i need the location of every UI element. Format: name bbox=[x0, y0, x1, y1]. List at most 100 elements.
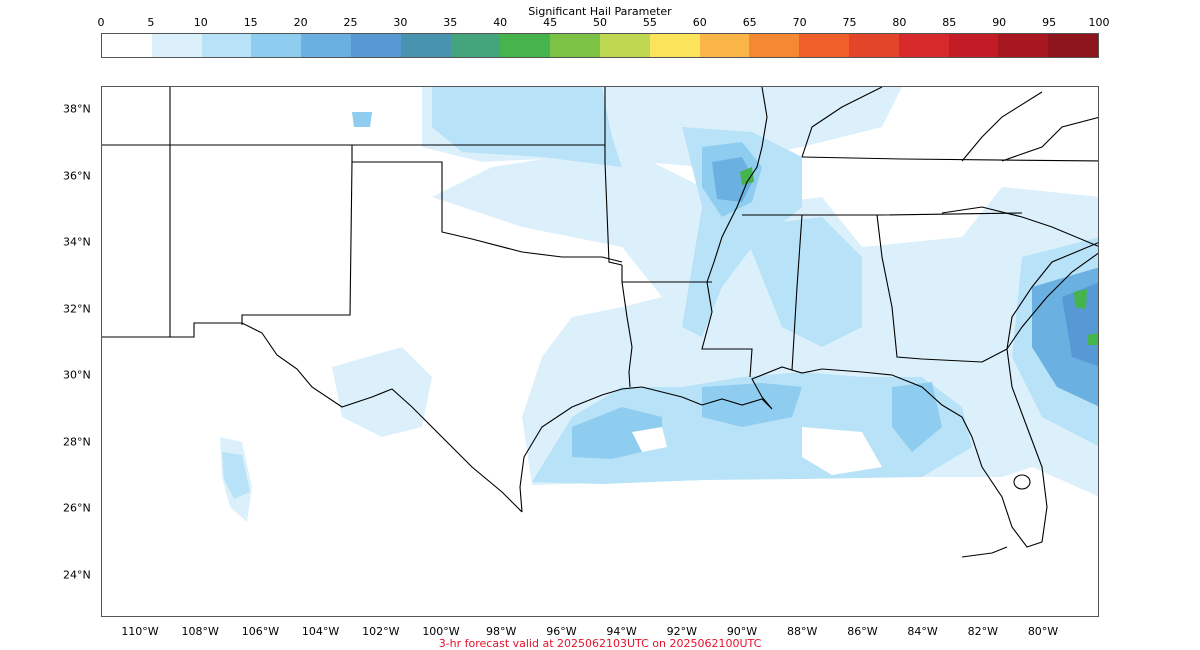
latitude-label: 32°N bbox=[63, 302, 91, 315]
colorbar bbox=[101, 33, 1099, 58]
latitude-label: 36°N bbox=[63, 169, 91, 182]
longitude-label: 86°W bbox=[847, 625, 878, 638]
boundary-sc-coast bbox=[1006, 252, 1098, 350]
colorbar-bin bbox=[1048, 34, 1098, 57]
latitude-label: 34°N bbox=[63, 235, 91, 249]
longitude-label: 80°W bbox=[1027, 625, 1059, 638]
colorbar-tick-label: 10 bbox=[193, 16, 208, 29]
field-green-memphis bbox=[740, 167, 754, 185]
boundary-ky-wv bbox=[961, 91, 1043, 162]
boundary-ga-sc bbox=[981, 242, 1098, 363]
colorbar-tick-label: 65 bbox=[742, 16, 757, 29]
field-darker-atlantic bbox=[1062, 282, 1098, 367]
field-mid-nm bbox=[352, 112, 372, 127]
colorbar-title: Significant Hail Parameter bbox=[528, 5, 672, 18]
colorbar-bin bbox=[301, 34, 351, 57]
field-medium-alabama bbox=[742, 217, 862, 347]
forecast-caption: 3-hr forecast valid at 2025062103UTC on … bbox=[438, 637, 762, 650]
colorbar-tick-label: 60 bbox=[692, 16, 707, 29]
colorbar-tick-labels: 0 5 10 15 20 25 30 35 40 45 50 55 60 65 70 75 80 85 90 95 10… bbox=[0, 16, 1200, 30]
colorbar-bin bbox=[749, 34, 800, 57]
hail-parameter-field bbox=[220, 87, 1098, 522]
colorbar-tick-label: 5 bbox=[147, 16, 155, 29]
longitude-label: 92°W bbox=[666, 625, 697, 638]
boundary-tn-south bbox=[742, 212, 1023, 216]
lake-okeechobee bbox=[1013, 474, 1031, 490]
colorbar-tick-label: 75 bbox=[842, 16, 857, 29]
colorbar-tick-label: 80 bbox=[892, 16, 907, 29]
coast-florida bbox=[821, 348, 1048, 548]
longitude-label: 82°W bbox=[967, 625, 998, 638]
boundary-ms-al bbox=[791, 214, 803, 371]
colorbar-tick-label: 45 bbox=[543, 16, 558, 29]
latitude-label: 26°N bbox=[63, 501, 91, 515]
longitude-label: 108°W bbox=[181, 625, 219, 638]
colorbar-tick-label: 100 bbox=[1088, 16, 1110, 29]
longitude-label: 84°W bbox=[907, 625, 938, 638]
colorbar-bin bbox=[848, 34, 899, 57]
longitude-label: 98°W bbox=[486, 625, 517, 638]
colorbar-bin bbox=[350, 34, 401, 57]
colorbar-bin bbox=[450, 34, 501, 57]
boundaries bbox=[102, 87, 1098, 558]
field-mid-louisiana-coast bbox=[702, 383, 802, 427]
colorbar-bin bbox=[201, 34, 252, 57]
colorbar-bin bbox=[898, 34, 949, 57]
colorbar-tick-label: 55 bbox=[642, 16, 657, 29]
colorbar-tick-label: 70 bbox=[792, 16, 807, 29]
colorbar-bin bbox=[699, 34, 750, 57]
field-medium-mexico bbox=[222, 452, 250, 499]
colorbar-tick-label: 30 bbox=[393, 16, 408, 29]
boundary-ok-ar bbox=[604, 87, 623, 266]
boundary-va-nc bbox=[1001, 116, 1098, 162]
colorbar-bin bbox=[998, 34, 1049, 57]
colorbar-bin bbox=[251, 34, 302, 57]
field-medium-northeast bbox=[432, 87, 622, 167]
boundary-nc-sc bbox=[941, 206, 1098, 247]
colorbar-bin bbox=[799, 34, 849, 57]
colorbar-tick-label: 0 bbox=[97, 16, 105, 29]
latitude-label: 38°N bbox=[63, 102, 91, 116]
colorbar-tick-label: 20 bbox=[293, 16, 308, 29]
longitude-label: 88°W bbox=[787, 625, 818, 638]
boundary-ky-north bbox=[801, 87, 883, 158]
colorbar-tick-label: 95 bbox=[1042, 16, 1057, 29]
boundary-us-mexico bbox=[102, 322, 523, 513]
field-mid-florida-bend bbox=[892, 382, 942, 452]
field-gap-texas-coast bbox=[632, 427, 667, 452]
field-green-atlantic bbox=[1074, 289, 1087, 309]
field-green-atlantic-south bbox=[1087, 333, 1098, 345]
colorbar-bin bbox=[102, 34, 152, 57]
latitude-label: 28°N bbox=[63, 435, 91, 448]
colorbar-tick-label: 25 bbox=[343, 16, 358, 29]
latitude-label: 30°N bbox=[63, 368, 91, 382]
colorbar-tick-label: 50 bbox=[593, 16, 607, 29]
river-mississippi bbox=[701, 87, 768, 378]
colorbar-bin bbox=[400, 34, 451, 57]
latitude-label: 24°N bbox=[63, 568, 91, 581]
colorbar-tick-label: 15 bbox=[243, 16, 258, 29]
longitude-label: 104°W bbox=[301, 625, 340, 638]
colorbar-bin bbox=[550, 34, 600, 57]
field-gap-gulf bbox=[802, 427, 882, 475]
boundary-ky-tn bbox=[801, 156, 1098, 162]
longitude-label: 100°W bbox=[422, 625, 460, 638]
colorbar-bin bbox=[599, 34, 650, 57]
boundary-tx-la bbox=[621, 265, 633, 388]
colorbar-bin bbox=[649, 34, 700, 57]
colorbar-tick-label: 90 bbox=[992, 16, 1007, 29]
florida-keys bbox=[961, 546, 1008, 558]
boundary-al-ga bbox=[876, 214, 983, 363]
coast-texas bbox=[519, 386, 703, 513]
longitude-label: 106°W bbox=[241, 625, 280, 638]
colorbar-tick-label: 35 bbox=[443, 16, 458, 29]
colorbar-bin bbox=[948, 34, 999, 57]
longitude-label: 110°W bbox=[121, 625, 159, 638]
boundary-nm-tx bbox=[241, 161, 353, 325]
colorbar-tick-label: 85 bbox=[942, 16, 957, 29]
colorbar-bin bbox=[500, 34, 551, 57]
longitude-label: 90°W bbox=[726, 625, 758, 638]
map-panel bbox=[101, 86, 1099, 617]
colorbar-tick-label: 40 bbox=[493, 16, 508, 29]
map-canvas bbox=[102, 87, 1098, 558]
